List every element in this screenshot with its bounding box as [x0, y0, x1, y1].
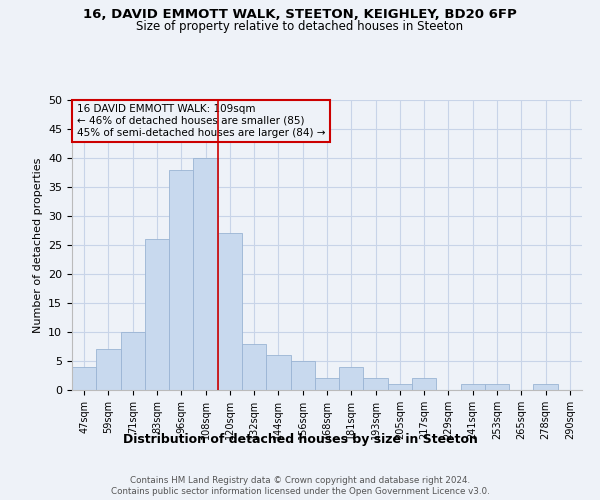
Bar	[193, 158, 218, 390]
Bar	[412, 378, 436, 390]
Bar	[339, 367, 364, 390]
Bar	[266, 355, 290, 390]
Bar	[169, 170, 193, 390]
Text: Contains HM Land Registry data © Crown copyright and database right 2024.: Contains HM Land Registry data © Crown c…	[130, 476, 470, 485]
Text: 16 DAVID EMMOTT WALK: 109sqm
← 46% of detached houses are smaller (85)
45% of se: 16 DAVID EMMOTT WALK: 109sqm ← 46% of de…	[77, 104, 326, 138]
Bar	[290, 361, 315, 390]
Bar	[145, 239, 169, 390]
Bar	[364, 378, 388, 390]
Bar	[485, 384, 509, 390]
Bar	[533, 384, 558, 390]
Bar	[121, 332, 145, 390]
Text: Distribution of detached houses by size in Steeton: Distribution of detached houses by size …	[122, 432, 478, 446]
Bar	[315, 378, 339, 390]
Bar	[242, 344, 266, 390]
Bar	[388, 384, 412, 390]
Text: Contains public sector information licensed under the Open Government Licence v3: Contains public sector information licen…	[110, 488, 490, 496]
Text: Size of property relative to detached houses in Steeton: Size of property relative to detached ho…	[136, 20, 464, 33]
Y-axis label: Number of detached properties: Number of detached properties	[32, 158, 43, 332]
Bar	[72, 367, 96, 390]
Bar	[96, 350, 121, 390]
Text: 16, DAVID EMMOTT WALK, STEETON, KEIGHLEY, BD20 6FP: 16, DAVID EMMOTT WALK, STEETON, KEIGHLEY…	[83, 8, 517, 20]
Bar	[461, 384, 485, 390]
Bar	[218, 234, 242, 390]
